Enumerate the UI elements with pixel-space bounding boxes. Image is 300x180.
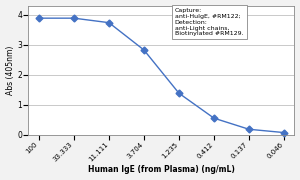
Text: Capture:
anti-HuIgE, #RM122;
Detection:
anti-Light chains,
Biotinylated #RM129.: Capture: anti-HuIgE, #RM122; Detection: … bbox=[175, 8, 243, 36]
X-axis label: Human IgE (from Plasma) (ng/mL): Human IgE (from Plasma) (ng/mL) bbox=[88, 165, 235, 174]
Y-axis label: Abs (405nm): Abs (405nm) bbox=[6, 45, 15, 95]
